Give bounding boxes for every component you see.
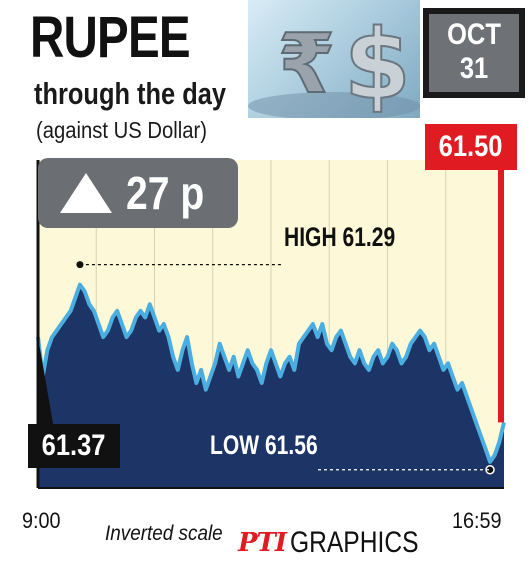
x-end-label: 16:59: [452, 508, 502, 533]
date-badge: OCT 31: [423, 8, 525, 98]
x-start-label: 9:00: [22, 508, 61, 533]
chart-title: RUPEE: [30, 5, 191, 70]
date-month: OCT: [447, 18, 501, 51]
open-pointer: [38, 337, 54, 430]
change-value: 27 p: [126, 167, 205, 219]
rupee-icon: ₹: [278, 17, 335, 112]
dollar-icon: $: [344, 9, 411, 118]
close-value: 61.50: [439, 130, 503, 163]
pti-logo: PTI: [238, 528, 287, 558]
change-badge: 27 p: [38, 158, 238, 228]
date-day: 31: [459, 52, 489, 85]
credit-word: GRAPHICS: [290, 526, 419, 559]
series-area: [38, 284, 504, 488]
series-line: [36, 282, 506, 464]
low-annotation: LOW 61.56: [210, 430, 318, 460]
scale-note: Inverted scale: [105, 522, 223, 545]
high-annotation: HIGH 61.29: [284, 222, 396, 252]
open-value-badge: 61.37: [28, 424, 120, 468]
chart-note: (against US Dollar): [36, 117, 207, 143]
close-indicator-bar: [498, 152, 504, 423]
up-triangle-icon: [60, 173, 112, 213]
source-credit: PTI GRAPHICS: [238, 526, 447, 560]
currency-photo: ₹ $: [248, 0, 420, 118]
close-value-badge: 61.50: [425, 124, 517, 170]
chart-subtitle: through the day: [34, 76, 227, 111]
open-value: 61.37: [42, 429, 106, 462]
